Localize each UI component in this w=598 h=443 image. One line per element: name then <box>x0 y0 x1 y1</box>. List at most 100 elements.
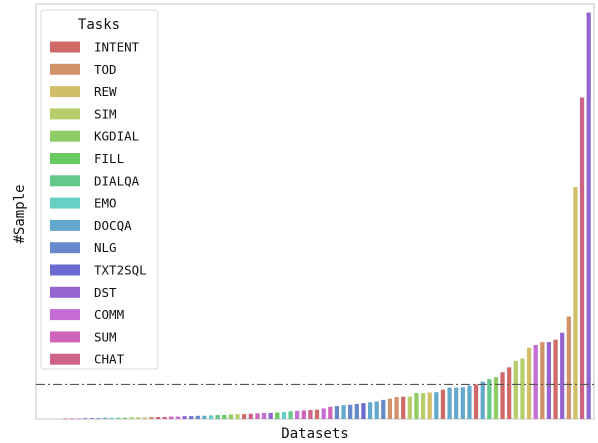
bar-43 <box>341 405 346 419</box>
bars-group <box>63 12 591 420</box>
bar-31 <box>261 412 267 419</box>
bar-63 <box>473 384 479 419</box>
bar-11 <box>129 417 134 419</box>
bar-7 <box>102 417 108 419</box>
legend-label-dialqa: DIALQA <box>94 173 140 188</box>
bar-1 <box>63 418 68 420</box>
bar-50 <box>387 398 393 419</box>
bar-3 <box>76 418 81 420</box>
bar-18 <box>175 416 181 419</box>
legend-label-sum: SUM <box>94 329 117 344</box>
bar-52 <box>401 396 406 419</box>
bar-65 <box>487 379 492 419</box>
y-axis-label: #Sample <box>12 184 28 243</box>
legend-label-docqa: DOCQA <box>94 218 132 233</box>
legend-swatch-sim <box>50 108 80 120</box>
bar-23 <box>208 415 214 419</box>
legend-label-intent: INTENT <box>94 40 140 55</box>
bar-78 <box>573 187 578 419</box>
bar-25 <box>222 414 227 419</box>
legend-label-tod: TOD <box>94 62 117 77</box>
bar-60 <box>454 387 459 419</box>
bar-58 <box>440 389 446 419</box>
bar-40 <box>321 408 326 419</box>
bar-42 <box>334 405 340 419</box>
bar-66 <box>493 377 499 419</box>
legend-label-nlg: NLG <box>94 240 117 255</box>
bar-34 <box>281 412 287 419</box>
legend-label-chat: CHAT <box>94 352 125 367</box>
bar-56 <box>427 392 432 419</box>
bar-22 <box>202 415 207 419</box>
bar-62 <box>467 385 472 419</box>
bar-27 <box>235 414 240 419</box>
bar-21 <box>195 415 200 419</box>
bar-71 <box>526 347 532 419</box>
legend-label-txt2sql: TXT2SQL <box>94 263 147 278</box>
legend-swatch-nlg <box>50 242 80 254</box>
bar-76 <box>560 332 565 419</box>
bar-38 <box>308 410 313 419</box>
legend-label-sim: SIM <box>94 106 117 121</box>
bar-20 <box>189 416 194 419</box>
legend-swatch-docqa <box>50 219 80 231</box>
legend-items: INTENT TOD REW SIM KGDIAL FILL DIALQA EMO DOCQA N… <box>50 40 147 367</box>
bar-35 <box>288 411 293 419</box>
bar-47 <box>367 402 373 419</box>
bar-29 <box>248 413 253 419</box>
bar-15 <box>155 416 161 419</box>
bar-36 <box>295 410 300 419</box>
bar-67 <box>500 372 505 419</box>
bar-28 <box>242 414 247 419</box>
bar-77 <box>566 316 571 419</box>
legend-swatch-txt2sql <box>50 264 80 276</box>
legend: Tasks INTENT TOD REW SIM KGDIAL FILL DIALQA EMO… <box>40 9 159 370</box>
legend-label-emo: EMO <box>94 196 117 211</box>
legend-title: Tasks <box>78 17 120 33</box>
bar-64 <box>480 381 485 419</box>
legend-swatch-tod <box>50 63 80 75</box>
legend-label-kgdial: KGDIAL <box>94 129 139 144</box>
legend-swatch-sum <box>50 331 80 343</box>
bar-75 <box>553 339 558 419</box>
bar-73 <box>540 342 545 419</box>
bar-26 <box>228 414 234 419</box>
bar-74 <box>546 342 552 419</box>
legend-box <box>40 9 159 370</box>
legend-swatch-comm <box>50 309 80 321</box>
bar-6 <box>96 418 101 419</box>
bar-8 <box>109 417 114 419</box>
bar-51 <box>394 397 399 419</box>
bar-61 <box>460 387 465 419</box>
legend-label-comm: COMM <box>94 307 124 322</box>
bar-79 <box>579 97 585 419</box>
legend-swatch-chat <box>50 353 80 365</box>
bar-48 <box>374 401 379 419</box>
bar-45 <box>354 403 359 419</box>
bar-14 <box>149 416 154 419</box>
bar-49 <box>381 399 386 419</box>
bar-16 <box>162 416 167 419</box>
bar-37 <box>301 410 306 419</box>
bar-12 <box>136 417 141 419</box>
legend-swatch-dialqa <box>50 175 80 187</box>
bar-59 <box>447 387 452 419</box>
bar-17 <box>169 416 174 419</box>
legend-label-rew: REW <box>94 84 117 99</box>
legend-swatch-dst <box>50 286 80 298</box>
bar-24 <box>215 414 220 419</box>
bar-72 <box>533 344 538 419</box>
bar-57 <box>434 392 439 419</box>
bar-70 <box>520 358 525 419</box>
legend-swatch-intent <box>50 41 80 53</box>
legend-label-fill: FILL <box>94 151 124 166</box>
bar-9 <box>116 417 121 419</box>
bar-5 <box>89 418 94 419</box>
bar-41 <box>328 406 333 419</box>
bar-2 <box>69 418 75 420</box>
bar-53 <box>407 396 412 419</box>
legend-label-dst: DST <box>94 285 117 300</box>
x-axis-label: Datasets <box>281 426 348 442</box>
legend-swatch-kgdial <box>50 130 80 142</box>
